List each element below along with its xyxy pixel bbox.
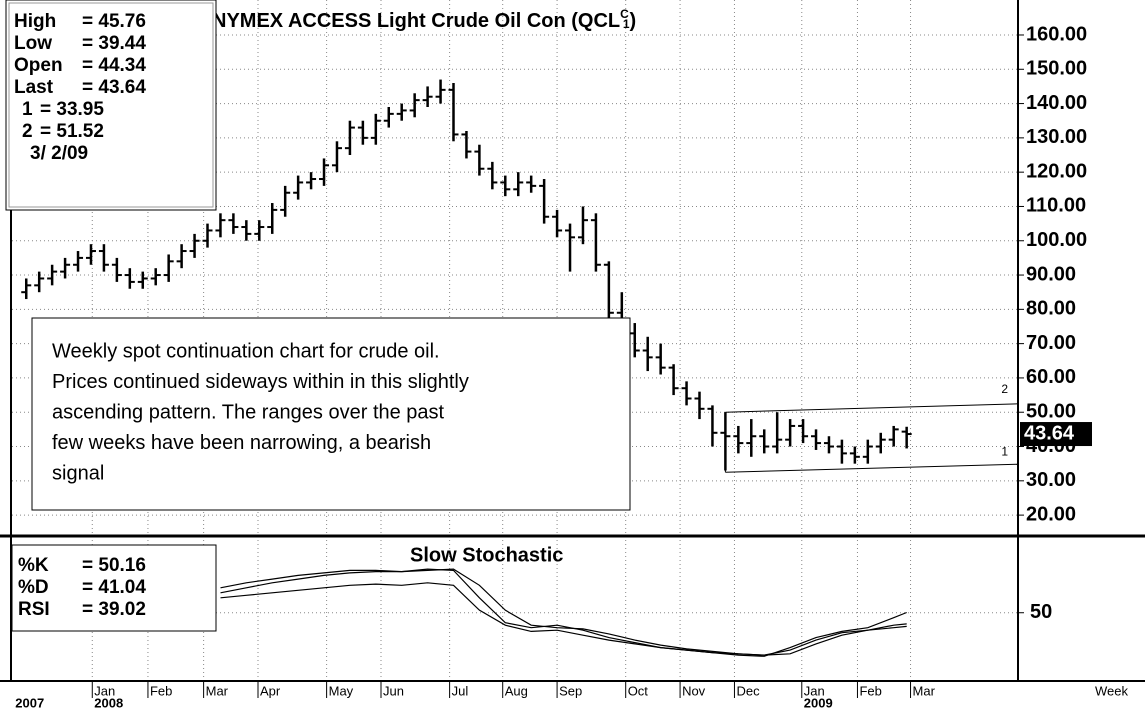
trendline-label: 1 <box>1001 444 1008 458</box>
annotation-line: ascending pattern. The ranges over the p… <box>52 401 445 423</box>
readout-value: = 39.44 <box>82 33 146 54</box>
x-tick-label: Feb <box>150 683 172 698</box>
readout-date: 3/ 2/09 <box>30 143 88 164</box>
y-tick-label: 130.00 <box>1026 126 1087 148</box>
legend-label: %D <box>18 577 49 598</box>
y-tick-label: 50.00 <box>1026 401 1076 423</box>
last-price-box <box>1020 422 1092 447</box>
x-tick-label: Jan <box>94 683 115 698</box>
readout-value: = 44.34 <box>82 55 146 76</box>
title-part: 1 <box>623 17 630 31</box>
annotation-line: Weekly spot continuation chart for crude… <box>52 340 440 362</box>
legend-value: = 39.02 <box>82 599 146 620</box>
y-tick-label: 160.00 <box>1026 23 1087 45</box>
overlays: 20.0030.0040.0050.0060.0070.0080.0090.00… <box>5 0 1128 710</box>
y-tick-label: 50 <box>1030 601 1052 623</box>
title-part: ) <box>630 10 637 32</box>
chart-title: NYMEX ACCESS Light Crude Oil Con (QCLC 1) <box>212 7 636 32</box>
y-tick-label: 90.00 <box>1026 263 1076 285</box>
trendline <box>725 463 1019 473</box>
year-label: 2007 <box>15 695 44 710</box>
y-tick-label: 140.00 <box>1026 92 1087 114</box>
x-tick-label: Jun <box>383 683 404 698</box>
panel-title: Slow Stochastic <box>410 544 563 566</box>
y-tick-label: 20.00 <box>1026 503 1076 525</box>
readout-box <box>11 544 217 632</box>
year-label: 2009 <box>804 695 833 710</box>
annotation-box <box>31 317 631 511</box>
trendline-label: 2 <box>1001 382 1008 396</box>
series-line <box>220 582 907 656</box>
x-tick-label: Sep <box>559 683 582 698</box>
y-tick-label: 80.00 <box>1026 298 1076 320</box>
title-part: NYMEX ACCESS Light Crude Oil Con (QCL <box>212 10 620 32</box>
readout-value: = 33.95 <box>40 99 104 120</box>
readout-box <box>5 0 217 211</box>
x-tick-label: Jan <box>804 683 825 698</box>
trendline <box>725 403 1019 413</box>
readout-value: = 51.52 <box>40 121 104 142</box>
readout-label: 2 <box>22 121 33 142</box>
x-tick-label: Nov <box>682 683 706 698</box>
annotation-line: few weeks have been narrowing, a bearish <box>52 432 431 454</box>
x-tick-label: Feb <box>859 683 881 698</box>
legend-value: = 41.04 <box>82 577 146 598</box>
readout-label: High <box>14 11 56 32</box>
x-tick-label: Dec <box>736 683 760 698</box>
y-tick-label: 60.00 <box>1026 366 1076 388</box>
y-tick-label: 120.00 <box>1026 160 1087 182</box>
marks <box>21 79 1019 657</box>
annotation-line: signal <box>52 462 104 484</box>
y-tick-label: 110.00 <box>1026 195 1086 217</box>
y-tick-label: 30.00 <box>1026 469 1076 491</box>
y-tick-label: 100.00 <box>1026 229 1087 251</box>
readout-value: = 43.64 <box>82 77 146 98</box>
readout-label: Last <box>14 77 54 98</box>
legend-label: RSI <box>18 599 50 620</box>
x-tick-label: Aug <box>505 683 528 698</box>
x-tick-label: Mar <box>913 683 936 698</box>
x-unit: Week <box>1095 683 1128 698</box>
y-tick-label: 150.00 <box>1026 58 1087 80</box>
x-tick-label: Oct <box>628 683 649 698</box>
readout-value: = 45.76 <box>82 11 146 32</box>
year-label: 2008 <box>94 695 123 710</box>
x-tick-label: Apr <box>260 683 281 698</box>
annotation-line: Prices continued sideways within in this… <box>52 371 469 393</box>
readout-label: Open <box>14 55 63 76</box>
x-tick-label: Jul <box>452 683 469 698</box>
title-part: C <box>620 7 629 21</box>
x-tick-label: Mar <box>206 683 229 698</box>
series-line <box>220 568 907 656</box>
readout-label: Low <box>14 33 52 54</box>
y-tick-label: 70.00 <box>1026 332 1076 354</box>
legend-value: = 50.16 <box>82 555 146 576</box>
readout-box-inner <box>8 2 214 208</box>
x-tick-label: May <box>329 683 354 698</box>
legend-label: %K <box>18 555 49 576</box>
last-price: 43.64 <box>1024 422 1075 444</box>
readout-label: 1 <box>22 99 33 120</box>
